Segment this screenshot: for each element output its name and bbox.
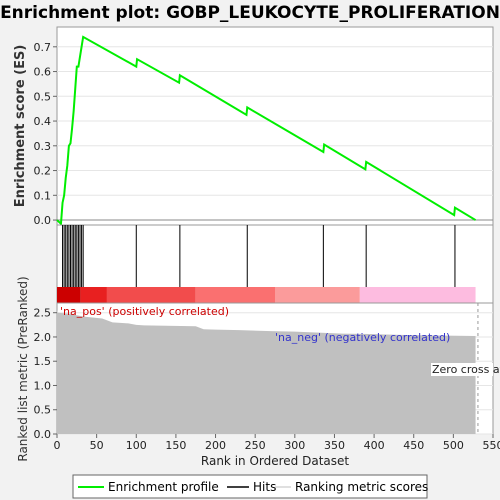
xtick-label: 100 [126, 439, 147, 452]
metric-panel: 0.0 0.5 1.0 1.5 2.0 2.5 0 50 100 150 200 250 300 350… [16, 276, 500, 468]
es-y-label: Enrichment score (ES) [13, 45, 28, 208]
xtick-label: 150 [165, 439, 186, 452]
xtick-label: 400 [364, 439, 385, 452]
heat-band [106, 287, 196, 303]
es-ytick-label: 0.3 [34, 140, 52, 153]
es-ytick-label: 0.2 [34, 165, 52, 178]
xtick-label: 450 [403, 439, 424, 452]
metric-yticks: 0.0 0.5 1.0 1.5 2.0 2.5 [34, 307, 57, 441]
metric-ytick-label: 2.5 [34, 307, 52, 320]
legend-label-enrichment: Enrichment profile [108, 480, 219, 494]
metric-ytick-label: 0.0 [34, 428, 52, 441]
es-ytick-label: 0.0 [34, 214, 52, 227]
es-ytick-label: 0.5 [34, 90, 52, 103]
es-yticks: 0.0 0.1 0.2 0.3 0.4 0.5 0.6 0.7 [34, 41, 57, 227]
chart-title: Enrichment plot: GOBP_LEUKOCYTE_PROLIFER… [0, 3, 500, 23]
xtick-label: 500 [443, 439, 464, 452]
zero-cross-box [431, 363, 493, 376]
xtick-label: 550 [483, 439, 500, 452]
heat-band [80, 287, 107, 303]
legend-label-metric: Ranking metric scores [295, 480, 428, 494]
metric-ytick-label: 0.5 [34, 404, 52, 417]
hits-panel [56, 224, 494, 304]
neg-label: 'na_neg' (negatively correlated) [275, 331, 450, 344]
legend-box [72, 474, 428, 499]
heat-band [359, 287, 476, 303]
zero-cross-label: Zero cross at [432, 363, 500, 376]
metric-area [57, 310, 476, 434]
metric-ytick-label: 1.5 [34, 355, 52, 368]
es-ytick-label: 0.4 [34, 115, 52, 128]
es-panel: 0.0 0.1 0.2 0.3 0.4 0.5 0.6 0.7 Enrichment scor… [13, 26, 494, 227]
es-ytick-label: 0.1 [34, 189, 52, 202]
xtick-label: 250 [245, 439, 266, 452]
xtick-label: 0 [54, 439, 61, 452]
legend: Enrichment profile Hits Ranking metric s… [72, 474, 428, 499]
es-ytick-label: 0.7 [34, 41, 52, 54]
xtick-label: 300 [284, 439, 305, 452]
metric-ytick-label: 1.0 [34, 379, 52, 392]
metric-y-label: Ranked list metric (PreRanked) [16, 276, 30, 461]
heat-band [57, 287, 81, 303]
es-line [56, 35, 477, 226]
xtick-label: 200 [205, 439, 226, 452]
heat-bar [57, 287, 476, 303]
xtick-label: 350 [324, 439, 345, 452]
metric-ytick-label: 2.0 [34, 331, 52, 344]
x-axis-label: Rank in Ordered Dataset [201, 454, 349, 468]
es-ytick-label: 0.6 [34, 66, 52, 79]
metric-xticks: 0 50 100 150 200 250 300 350 400 450 500 550 [54, 434, 500, 452]
es-plot-area [56, 26, 494, 226]
legend-label-hits: Hits [253, 480, 276, 494]
pos-label: 'na_pos' (positively correlated) [60, 305, 229, 318]
heat-band [275, 287, 360, 303]
heat-band [195, 287, 275, 303]
xtick-label: 50 [90, 439, 104, 452]
hit-lines [62, 225, 456, 287]
